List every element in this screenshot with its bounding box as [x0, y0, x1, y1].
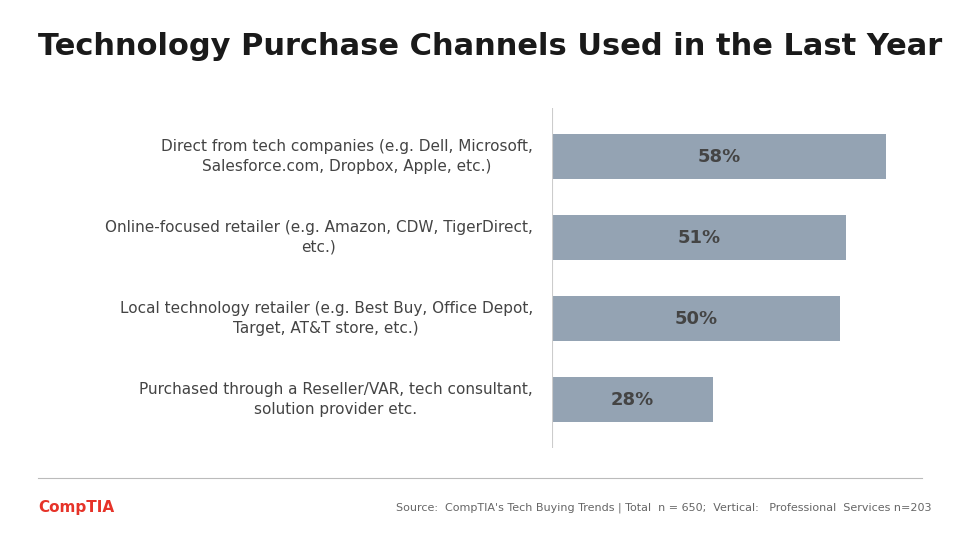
Text: Purchased through a Reseller/VAR, tech consultant,
solution provider etc.: Purchased through a Reseller/VAR, tech c… — [139, 382, 533, 417]
Bar — [552, 296, 840, 341]
Bar — [552, 134, 886, 179]
Bar — [552, 377, 713, 422]
Text: Technology Purchase Channels Used in the Last Year: Technology Purchase Channels Used in the… — [38, 32, 943, 62]
Bar — [552, 215, 846, 260]
Text: Direct from tech companies (e.g. Dell, Microsoft,
Salesforce.com, Dropbox, Apple: Direct from tech companies (e.g. Dell, M… — [161, 139, 533, 174]
Text: 28%: 28% — [611, 390, 655, 409]
Text: Source:  CompTIA's Tech Buying Trends | Total  n = 650;  Vertical:   Professiona: Source: CompTIA's Tech Buying Trends | T… — [396, 502, 931, 513]
Text: 51%: 51% — [678, 228, 720, 247]
Text: Local technology retailer (e.g. Best Buy, Office Depot,
Target, AT&T store, etc.: Local technology retailer (e.g. Best Buy… — [120, 301, 533, 336]
Text: Online-focused retailer (e.g. Amazon, CDW, TigerDirect,
etc.): Online-focused retailer (e.g. Amazon, CD… — [105, 220, 533, 255]
Text: CompTIA: CompTIA — [38, 500, 114, 515]
Text: 50%: 50% — [675, 309, 717, 328]
Text: 58%: 58% — [697, 147, 741, 166]
